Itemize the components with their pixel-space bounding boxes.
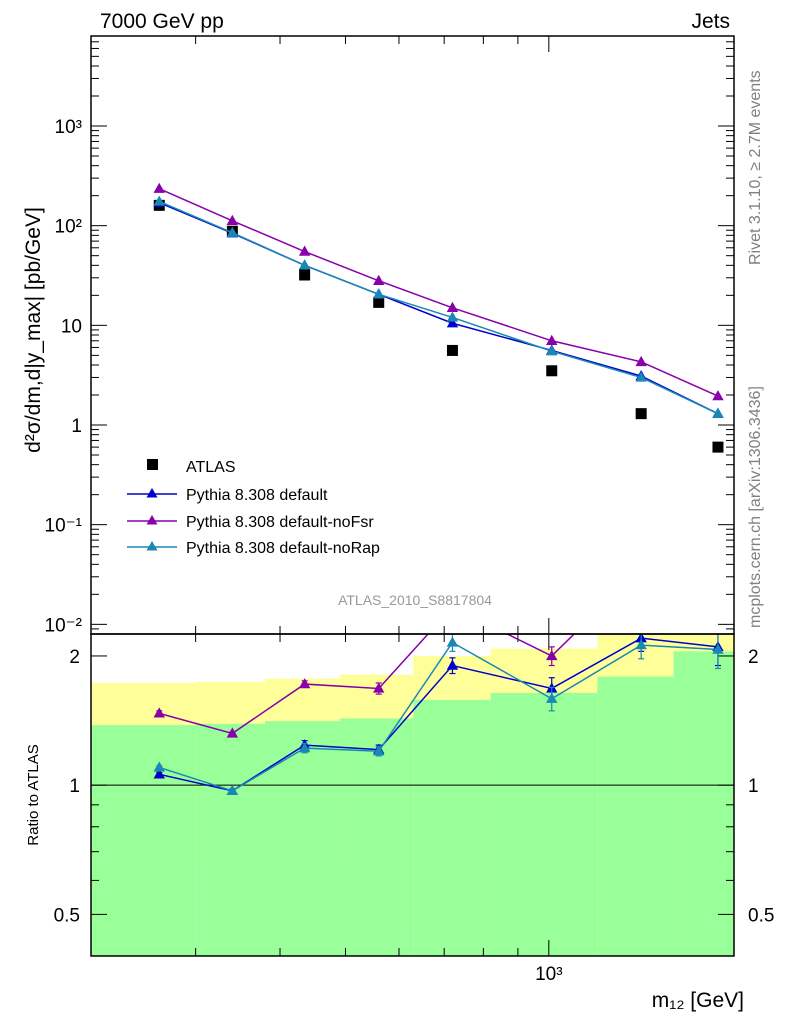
ratio-data-point xyxy=(298,678,311,689)
ratio-y-tick-label-right: 1 xyxy=(748,776,759,797)
mc-data-point xyxy=(226,226,239,237)
mc-data-point xyxy=(446,311,459,322)
main-series-line xyxy=(158,202,719,415)
legend: ATLAS Pythia 8.308 default Pythia 8.308 … xyxy=(127,459,380,557)
mcplots-label: mcplots.cern.ch [arXiv:1306.3436] xyxy=(747,386,764,628)
legend-norap-marker xyxy=(146,541,158,551)
atlas-data-point xyxy=(712,441,724,453)
ratio-y-tick-label-left: 2 xyxy=(69,647,80,668)
ratio-panel-frame xyxy=(90,633,735,957)
ratio-uncertainty-bands xyxy=(91,634,734,956)
main-y-tick-label: 10 xyxy=(61,316,82,337)
mc-data-point xyxy=(635,355,647,367)
ratio-data-point xyxy=(153,768,165,779)
band-inner-segment xyxy=(264,721,340,956)
band-inner-segment xyxy=(195,723,265,956)
ratio-data-point xyxy=(298,742,311,753)
atlas-data-point xyxy=(635,408,647,420)
ratio-data-point xyxy=(153,761,165,772)
mc-data-point xyxy=(153,182,165,193)
ratio-y-tick-label-right: 2 xyxy=(748,647,759,668)
mc-data-point xyxy=(712,390,724,401)
mc-data-point xyxy=(298,245,311,256)
ratio-series-layer xyxy=(153,562,724,796)
band-inner-segment xyxy=(673,651,734,956)
ratio-data-point xyxy=(446,659,459,670)
mc-data-point xyxy=(712,407,724,418)
legend-norap-label: Pythia 8.308 default-noRap xyxy=(186,540,380,557)
ratio-y-tick-label-left: 1 xyxy=(69,776,80,797)
mc-data-point xyxy=(546,334,558,345)
main-axis-ticks xyxy=(91,35,734,635)
mc-data-point xyxy=(373,288,385,299)
legend-default-label: Pythia 8.308 default xyxy=(186,487,328,504)
ratio-data-point xyxy=(446,636,459,647)
ratio-y-tick-label-left: 0.5 xyxy=(54,905,80,926)
main-y-tick-label: 10³ xyxy=(55,117,82,138)
ratio-data-point xyxy=(226,784,239,796)
main-y-tick-label: 1 xyxy=(71,416,82,437)
ratio-axis-ticks xyxy=(91,634,734,956)
analysis-id-label: ATLAS_2010_S8817804 xyxy=(338,592,492,608)
mc-data-point xyxy=(546,345,558,356)
band-inner-segment xyxy=(413,699,491,956)
ratio-data-point xyxy=(373,682,385,693)
mc-data-point xyxy=(153,195,165,206)
mc-data-point xyxy=(373,274,385,285)
main-y-axis-title: d²σ/dm,d|y_max| [pb/GeV] xyxy=(22,207,45,453)
band-inner-segment xyxy=(339,718,414,956)
ratio-data-point xyxy=(635,562,646,572)
ratio-series-line xyxy=(159,634,576,735)
legend-default-marker xyxy=(146,488,158,498)
atlas-data-point xyxy=(546,365,558,377)
mc-data-point xyxy=(446,301,459,312)
mc-data-point xyxy=(446,317,459,328)
main-series-layer xyxy=(153,182,724,453)
header-right-label: Jets xyxy=(691,10,730,33)
ratio-data-point xyxy=(712,562,723,572)
ratio-data-point xyxy=(712,643,724,654)
ratio-data-point xyxy=(226,727,239,738)
main-series-line xyxy=(158,188,719,397)
x-tick-label-1000: 10³ xyxy=(535,964,562,985)
ratio-data-point xyxy=(546,649,558,661)
header-left-label: 7000 GeV pp xyxy=(100,10,224,33)
main-y-tick-label: 10⁻¹ xyxy=(45,516,83,537)
x-axis-title: m₁₂ [GeV] xyxy=(652,989,744,1012)
ratio-series-line xyxy=(159,641,719,792)
mc-data-point xyxy=(226,214,239,225)
ratio-data-point xyxy=(635,639,647,650)
rivet-version-label: Rivet 3.1.10, ≥ 2.7M events xyxy=(747,70,764,265)
ratio-data-point xyxy=(373,745,385,756)
band-inner-segment xyxy=(91,725,196,956)
legend-nofsr-marker xyxy=(146,515,158,525)
main-y-tick-label: 10² xyxy=(55,217,82,238)
legend-nofsr-label: Pythia 8.308 default-noFsr xyxy=(186,514,374,531)
mc-data-point xyxy=(298,259,311,270)
ratio-data-point xyxy=(153,707,165,718)
mc-data-point xyxy=(635,371,647,382)
legend-atlas-marker xyxy=(147,459,158,470)
ratio-data-point xyxy=(546,692,558,703)
ratio-y-axis-title: Ratio to ATLAS xyxy=(25,744,42,845)
band-inner-segment xyxy=(490,692,598,956)
main-series-line xyxy=(158,200,719,415)
main-y-tick-label: 10⁻² xyxy=(45,615,83,636)
atlas-data-point xyxy=(299,269,311,281)
band-inner-segment xyxy=(597,676,674,956)
legend-atlas-label: ATLAS xyxy=(186,459,236,476)
ratio-y-tick-label-right: 0.5 xyxy=(748,905,774,926)
atlas-data-point xyxy=(373,296,385,308)
atlas-data-point xyxy=(446,344,458,356)
